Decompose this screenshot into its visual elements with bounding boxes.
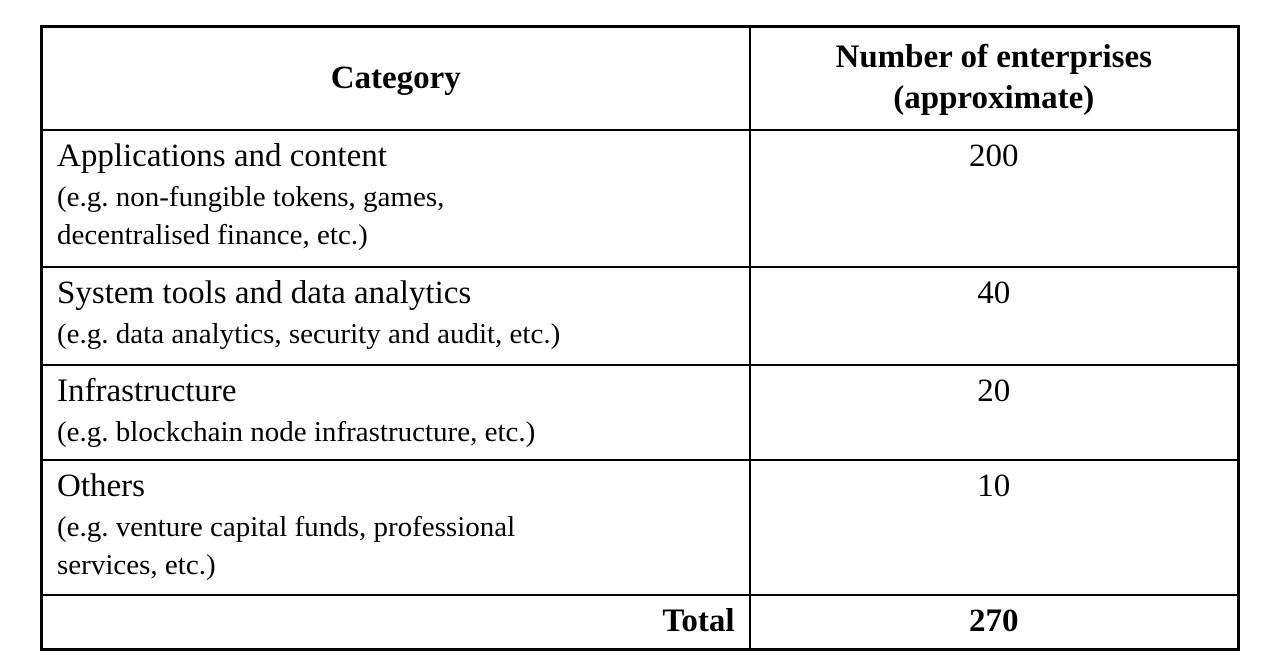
table-total-row: Total 270 [40, 593, 1240, 651]
category-name: System tools and data analytics [57, 274, 472, 311]
enterprise-count-value: 10 [748, 458, 1240, 596]
category-cell: System tools and data analytics (e.g. da… [40, 265, 751, 366]
header-enterprise-count: Number of enterprises (approximate) [748, 25, 1240, 131]
header-category: Category [40, 25, 751, 131]
table-header-row: Category Number of enterprises (approxim… [40, 25, 1240, 131]
category-cell: Infrastructure (e.g. blockchain node inf… [40, 363, 751, 461]
enterprise-count-value: 20 [748, 363, 1240, 461]
total-label: Total [40, 593, 751, 651]
category-name: Applications and content [57, 137, 387, 174]
table-row-others: Others (e.g. venture capital funds, prof… [40, 458, 1240, 596]
category-examples: (e.g. venture capital funds, professiona… [57, 510, 516, 581]
enterprise-category-table: Category Number of enterprises (approxim… [40, 25, 1240, 651]
category-cell: Applications and content (e.g. non-fungi… [40, 128, 751, 268]
category-name: Infrastructure [57, 372, 237, 409]
enterprise-table-container: Category Number of enterprises (approxim… [40, 25, 1240, 651]
category-examples: (e.g. data analytics, security and audit… [57, 317, 561, 350]
table-row-infrastructure: Infrastructure (e.g. blockchain node inf… [40, 363, 1240, 461]
category-name: Others [57, 467, 145, 504]
table-row-applications: Applications and content (e.g. non-fungi… [40, 128, 1240, 268]
table-row-system-tools: System tools and data analytics (e.g. da… [40, 265, 1240, 366]
category-examples: (e.g. blockchain node infrastructure, et… [57, 415, 536, 448]
category-examples: (e.g. non-fungible tokens, games, decent… [57, 180, 445, 251]
enterprise-count-value: 40 [748, 265, 1240, 366]
total-value: 270 [748, 593, 1240, 651]
enterprise-count-value: 200 [748, 128, 1240, 268]
category-cell: Others (e.g. venture capital funds, prof… [40, 458, 751, 596]
